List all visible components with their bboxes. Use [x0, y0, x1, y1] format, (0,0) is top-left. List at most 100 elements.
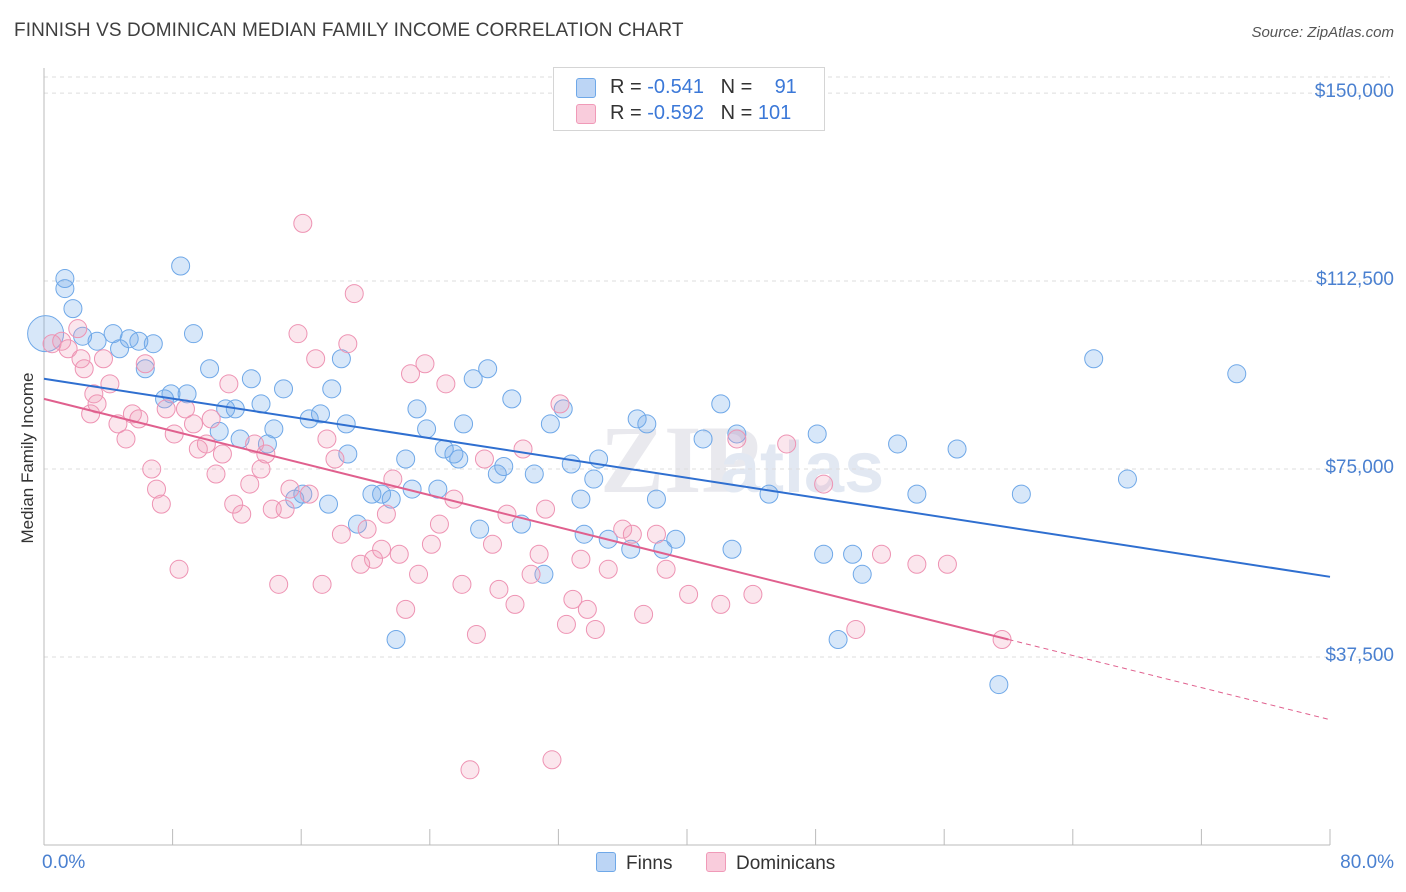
dominicans-point	[846, 619, 866, 639]
dominicans-point	[401, 364, 421, 384]
dominicans-point	[777, 434, 797, 454]
finns-point	[666, 529, 686, 549]
finns-point	[494, 457, 514, 477]
finns-point	[1084, 349, 1104, 369]
finns-point	[907, 484, 927, 504]
dominicans-point	[151, 494, 171, 514]
legend-n-value: 91	[774, 76, 797, 98]
dominicans-trend-extension	[1008, 638, 1331, 721]
x-tick-label-max: 80.0%	[1340, 852, 1394, 873]
dominicans-point	[429, 514, 449, 534]
dominicans-point	[421, 534, 441, 554]
dominicans-point	[679, 584, 699, 604]
dominicans-point	[452, 574, 472, 594]
dominicans-point	[240, 474, 260, 494]
dominicans-point	[466, 624, 486, 644]
finns-point	[843, 544, 863, 564]
finns-point	[129, 331, 149, 351]
finns-point	[584, 469, 604, 489]
dominicans-point	[656, 559, 676, 579]
y-tick-label: $37,500	[1325, 645, 1394, 667]
finns-point	[177, 384, 197, 404]
finns-point	[1227, 364, 1247, 384]
dominicans-point	[460, 760, 480, 780]
finns-point	[372, 484, 392, 504]
dominicans-point	[212, 444, 232, 464]
dominicans-point	[521, 564, 541, 584]
bottom-legend-label-finns: Finns	[626, 853, 673, 874]
dominicans-point	[122, 404, 142, 424]
finns-point	[989, 675, 1009, 695]
dominicans-point	[577, 599, 597, 619]
finns-point	[463, 369, 483, 389]
legend-r-label: R =	[610, 102, 642, 124]
dominicans-point	[116, 429, 136, 449]
dominicans-point	[183, 414, 203, 434]
dominicans-point	[727, 429, 747, 449]
finns-point	[319, 494, 339, 514]
finns-point	[241, 369, 261, 389]
dominicans-point	[907, 554, 927, 574]
dominicans-point	[383, 469, 403, 489]
dominicans-point	[74, 359, 94, 379]
dominicans-point	[613, 519, 633, 539]
dominicans-point	[529, 544, 549, 564]
finns-point	[251, 394, 271, 414]
finns-point	[828, 629, 848, 649]
finns-point	[55, 279, 75, 299]
finns-point	[63, 299, 83, 319]
dominicans-point	[376, 504, 396, 524]
dominicans-point	[156, 399, 176, 419]
finns-point	[293, 484, 313, 504]
dominicans-point	[299, 484, 319, 504]
dominicans-point	[872, 544, 892, 564]
dominicans-point	[409, 564, 429, 584]
dominicans-point	[232, 504, 252, 524]
dominicans-point	[474, 449, 494, 469]
dominicans-point	[269, 574, 289, 594]
finns-point	[470, 519, 490, 539]
legend-text-dominicans: R = -0.592 N = 101	[610, 102, 791, 125]
bottom-legend-swatch-finns	[596, 852, 616, 872]
finns-point	[947, 439, 967, 459]
dominicans-point	[634, 604, 654, 624]
finns-point	[888, 434, 908, 454]
legend-r-label: R =	[610, 76, 642, 98]
dominicans-point	[68, 319, 88, 339]
finns-point	[362, 484, 382, 504]
legend-r-value: -0.592	[647, 102, 704, 124]
dominicans-point	[542, 750, 562, 770]
finns-point	[807, 424, 827, 444]
finns-point	[759, 484, 779, 504]
finns-trend-line	[43, 377, 1331, 578]
finns-point	[381, 489, 401, 509]
finns-point	[338, 444, 358, 464]
x-tick-label-min: 0.0%	[42, 852, 86, 873]
dominicans-point	[293, 213, 313, 233]
legend-n-value: 101	[757, 102, 792, 124]
dominicans-point	[224, 494, 244, 514]
dominicans-point	[992, 629, 1012, 649]
legend-swatch-dominicans	[576, 104, 596, 124]
finns-point	[171, 256, 191, 276]
dominicans-point	[396, 599, 416, 619]
dominicans-point	[58, 339, 78, 359]
finns-point	[553, 399, 573, 419]
finns-point	[183, 324, 203, 344]
finns-point	[87, 331, 107, 351]
finns-point	[200, 359, 220, 379]
y-tick-label: $112,500	[1316, 269, 1394, 291]
finns-point	[852, 564, 872, 584]
y-tick-label: $150,000	[1314, 81, 1394, 103]
dominicans-point	[206, 464, 226, 484]
dominicans-point	[814, 474, 834, 494]
bottom-legend-finns: Finns	[596, 852, 672, 875]
legend-n-label: N =	[720, 76, 753, 98]
dominicans-point	[129, 409, 149, 429]
dominicans-point	[52, 331, 72, 351]
dominicans-point	[251, 459, 271, 479]
dominicans-point	[169, 559, 189, 579]
finns-point	[540, 414, 560, 434]
finns-point	[1011, 484, 1031, 504]
